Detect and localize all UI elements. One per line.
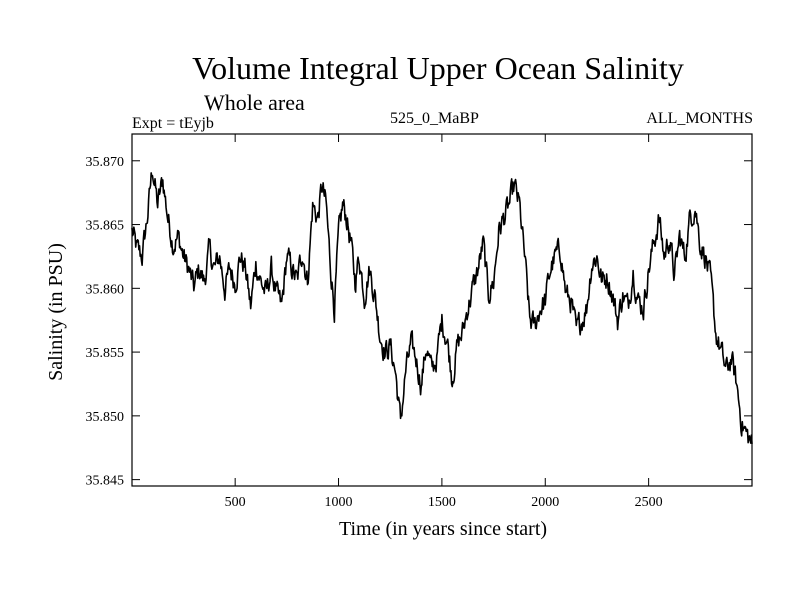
y-tick-label: 35.870 <box>86 155 125 170</box>
y-tick-label: 35.845 <box>86 474 125 489</box>
chart-title: Volume Integral Upper Ocean Salinity <box>192 50 684 86</box>
period-label: ALL_MONTHS <box>646 110 753 127</box>
x-tick-label: 2500 <box>635 495 663 510</box>
x-axis-label: Time (in years since start) <box>338 518 548 540</box>
y-tick-label: 35.850 <box>86 410 125 425</box>
x-tick-label: 1000 <box>325 495 353 510</box>
model-label: 525_0_MaBP <box>390 110 479 127</box>
experiment-label: Expt = tEyjb <box>132 115 214 132</box>
series-line-salinity <box>131 172 753 444</box>
y-tick-label: 35.855 <box>86 346 125 361</box>
x-tick-label: 2000 <box>531 495 559 510</box>
y-tick-label: 35.865 <box>86 219 125 234</box>
y-tick-label: 35.860 <box>86 282 125 297</box>
x-tick-label: 500 <box>225 495 246 510</box>
chart-subtitle: Whole area <box>204 90 305 115</box>
y-axis-label: Salinity (in PSU) <box>45 243 67 381</box>
tick-layer: 500 1000 1500 2000 2500 35.845 35.850 35.855 35.… <box>86 134 752 510</box>
plot-frame <box>131 133 753 487</box>
x-tick-label: 1500 <box>428 495 456 510</box>
